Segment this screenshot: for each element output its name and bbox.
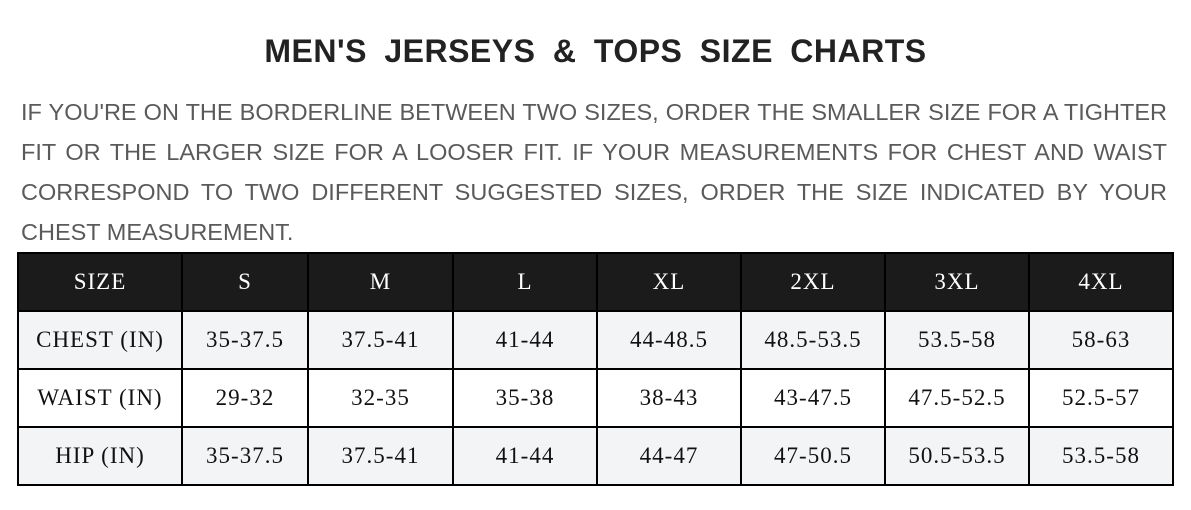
table-cell: 48.5-53.5 xyxy=(740,310,886,370)
column-header: 3XL xyxy=(884,252,1030,312)
table-row: WAIST (IN) 29-32 32-35 35-38 38-43 43-47.5 47.… xyxy=(17,368,1174,428)
size-guidance-note: IF YOU'RE ON THE BORDERLINE BETWEEN TWO … xyxy=(21,99,1167,245)
table-row: CHEST (IN) 35-37.5 37.5-41 41-44 44-48.5 48.5… xyxy=(17,310,1174,370)
table-cell: 53.5-58 xyxy=(1028,426,1174,486)
row-label: WAIST (IN) xyxy=(17,368,183,428)
table-cell: 43-47.5 xyxy=(740,368,886,428)
column-header: 2XL xyxy=(740,252,886,312)
table-cell: 41-44 xyxy=(452,310,598,370)
table-cell: 41-44 xyxy=(452,426,598,486)
table-cell: 58-63 xyxy=(1028,310,1174,370)
table-cell: 38-43 xyxy=(596,368,742,428)
column-header: 4XL xyxy=(1028,252,1174,312)
table-header-row: SIZE S M L XL 2XL 3XL 4XL xyxy=(17,252,1174,312)
table-cell: 37.5-41 xyxy=(307,426,454,486)
table-cell: 52.5-57 xyxy=(1028,368,1174,428)
table-cell: 47-50.5 xyxy=(740,426,886,486)
page-title: MEN'S JERSEYS & TOPS SIZE CHARTS xyxy=(264,33,927,69)
row-label: CHEST (IN) xyxy=(17,310,183,370)
size-chart-table: SIZE S M L XL 2XL 3XL 4XL CHEST (IN) 35-37.5 37.5… xyxy=(17,252,1174,486)
column-header: L xyxy=(452,252,598,312)
table-cell: 53.5-58 xyxy=(884,310,1030,370)
row-label: HIP (IN) xyxy=(17,426,183,486)
table-cell: 37.5-41 xyxy=(307,310,454,370)
column-header: SIZE xyxy=(17,252,183,312)
column-header: S xyxy=(181,252,309,312)
table-cell: 50.5-53.5 xyxy=(884,426,1030,486)
table-cell: 35-38 xyxy=(452,368,598,428)
table-cell: 29-32 xyxy=(181,368,309,428)
table-cell: 32-35 xyxy=(307,368,454,428)
table-cell: 35-37.5 xyxy=(181,426,309,486)
column-header: XL xyxy=(596,252,742,312)
table-cell: 47.5-52.5 xyxy=(884,368,1030,428)
table-cell: 35-37.5 xyxy=(181,310,309,370)
table-row: HIP (IN) 35-37.5 37.5-41 41-44 44-47 47-50.5 5… xyxy=(17,426,1174,486)
table-cell: 44-48.5 xyxy=(596,310,742,370)
table-cell: 44-47 xyxy=(596,426,742,486)
column-header: M xyxy=(307,252,454,312)
